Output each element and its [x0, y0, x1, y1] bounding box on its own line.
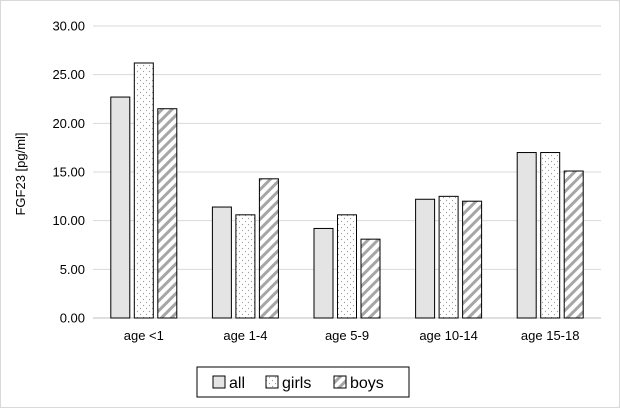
- x-category-label: age 5-9: [325, 328, 369, 343]
- bar-boys: [360, 238, 381, 319]
- y-tick-label: 25.00: [52, 67, 85, 82]
- x-category-label: age 15-18: [521, 328, 580, 343]
- bar-boys: [563, 170, 584, 319]
- legend-swatch-girls: [265, 375, 279, 389]
- bar-girls: [540, 152, 561, 319]
- y-tick-label: 5.00: [60, 262, 85, 277]
- bars: [110, 62, 584, 319]
- y-axis-title: FGF23 [pg/ml]: [13, 132, 28, 215]
- bar-all: [211, 206, 232, 319]
- bar-boys: [258, 178, 279, 319]
- x-category-label: age <1: [124, 328, 164, 343]
- legend-label-boys: boys: [350, 375, 384, 392]
- bar-girls: [235, 214, 256, 319]
- bar-all: [110, 96, 131, 319]
- legend-label-girls: girls: [282, 375, 311, 392]
- bar-girls: [438, 195, 459, 319]
- bar-girls: [133, 62, 154, 319]
- legend-label-all: all: [229, 375, 245, 392]
- x-category-label: age 10-14: [419, 328, 478, 343]
- legend-swatch-all: [212, 375, 226, 389]
- legend-swatch-boys: [333, 375, 347, 389]
- y-tick-label: 0.00: [60, 311, 85, 326]
- y-axis-ticks: 0.00 5.00 10.00 15.00 20.00 25.00 30.00: [52, 19, 85, 326]
- x-axis-categories: age <1 age 1-4 age 5-9 age 10-14 age 15-18: [124, 328, 580, 343]
- bar-all: [415, 198, 436, 319]
- bar-all: [516, 152, 537, 319]
- bar-boys: [462, 200, 483, 319]
- legend: all girls boys: [196, 366, 410, 398]
- y-tick-label: 10.00: [52, 213, 85, 228]
- bar-boys: [157, 108, 178, 319]
- y-tick-label: 30.00: [52, 19, 85, 34]
- y-tick-label: 20.00: [52, 116, 85, 131]
- legend-box: [196, 366, 410, 398]
- y-tick-label: 15.00: [52, 165, 85, 180]
- bar-all: [313, 227, 334, 319]
- x-category-label: age 1-4: [223, 328, 267, 343]
- bar-girls: [337, 214, 357, 319]
